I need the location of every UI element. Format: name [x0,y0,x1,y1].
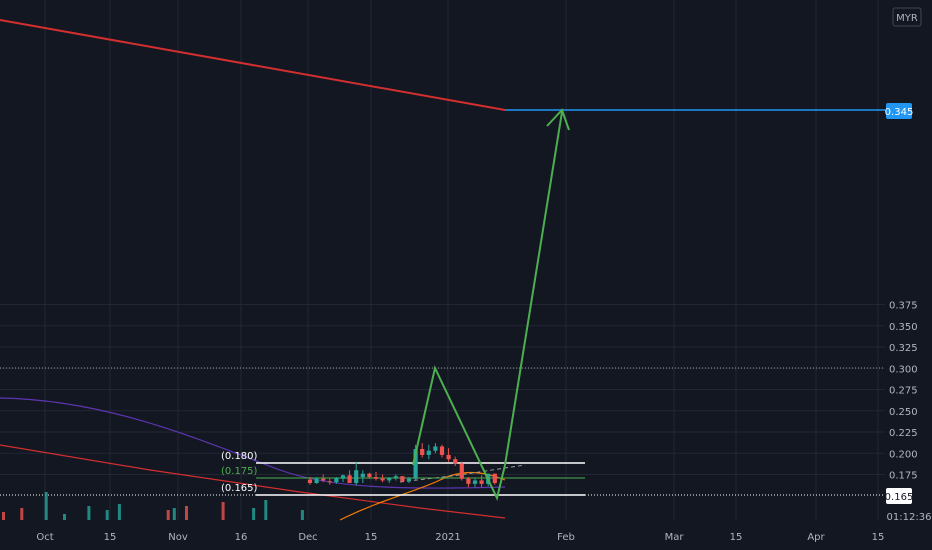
time-tick-label: 16 [235,532,248,543]
time-tick-label: 2021 [435,532,460,543]
price-tick-label: 0.250 [889,407,918,418]
time-tick-label: Nov [168,532,188,543]
target-price-text: 0.345 [885,107,914,118]
pattern-drawing [412,364,506,501]
level-label-0165: (0.165) [221,483,258,494]
volume-bars [2,492,304,520]
time-axis[interactable]: Oct 15 Nov 16 Dec 15 2021 Feb Mar 15 Apr 15 [36,532,884,543]
last-price-text: 0.165 [885,492,914,503]
time-tick-label: Feb [557,532,575,543]
volume-bar [166,510,170,520]
price-axis[interactable]: 0.375 0.350 0.325 0.300 0.275 0.250 0.225 0.200… [889,301,918,482]
candle-body [321,478,326,481]
time-tick-label: 15 [872,532,885,543]
candle-body [413,449,418,479]
currency-badge[interactable] [892,7,922,27]
candle-body [327,481,332,483]
last-price-tag [886,488,912,504]
candle-body [393,476,398,478]
candle-body [492,473,497,483]
candle-body [380,478,385,481]
volume-bar [117,504,121,520]
grid [0,0,885,520]
candle-body [400,476,405,482]
volume-bar [2,512,5,520]
target-price-tag [886,103,912,119]
candle-body [420,449,425,455]
candle-body [334,477,339,483]
level-label-0175: (0.175) [221,466,258,477]
volume-bar [264,500,268,520]
volume-bar [185,506,188,520]
candle-body [354,470,359,483]
candle-body [459,463,464,479]
candle-body [426,450,431,455]
projection-arrow-head [546,108,570,131]
mid-moving-average-line [0,397,506,489]
volume-bar [105,510,109,520]
price-tick-label: 0.200 [889,449,918,460]
candle-body [347,475,352,483]
price-tick-label: 0.225 [889,428,918,439]
lower-moving-average-line [0,444,506,519]
time-tick-label: 15 [104,532,117,543]
candle-body [314,478,319,483]
price-tick-label: 0.350 [889,322,918,333]
projection-arrow [504,111,563,466]
price-tick-label: 0.175 [889,471,918,482]
candle-body [340,475,346,479]
volume-bar [63,514,66,520]
time-tick-label: Dec [298,532,317,543]
time-tick-label: 15 [365,532,378,543]
volume-bar [252,508,256,520]
price-tick-label: 0.325 [889,343,918,354]
price-tick-label: 0.300 [889,364,918,375]
price-tick-label: 0.275 [889,386,918,397]
candle-body [446,454,451,460]
candle-body [406,478,412,482]
candle-body [387,477,392,481]
candle-body [479,480,484,484]
candle-body [307,479,313,483]
volume-bar [87,506,91,520]
candle-body [439,446,445,455]
volume-bar [44,492,48,520]
candle-body [453,459,458,464]
level-labels: (0.180) (0.175) (0.165) [221,451,258,494]
time-tick-label: Oct [36,532,53,543]
candle-body [360,473,365,478]
candles [307,443,497,488]
volume-bar [172,508,176,520]
bar-countdown: 01:12:36 [887,512,932,523]
short-moving-average-line [339,471,506,521]
time-tick-label: 15 [730,532,743,543]
long-moving-average-line [0,19,506,111]
time-tick-label: Mar [665,532,685,543]
candle-body [472,480,478,484]
candle-body [373,477,379,479]
candle-body [433,446,438,451]
candle-body [466,478,471,484]
level-label-0180: (0.180) [221,451,258,462]
candle-body [367,473,372,478]
price-tick-label: 0.375 [889,301,918,312]
volume-bar [20,508,24,520]
volume-bar [300,510,304,520]
time-tick-label: Apr [807,532,825,543]
currency-label: MYR [896,13,918,24]
volume-bar [221,502,225,520]
